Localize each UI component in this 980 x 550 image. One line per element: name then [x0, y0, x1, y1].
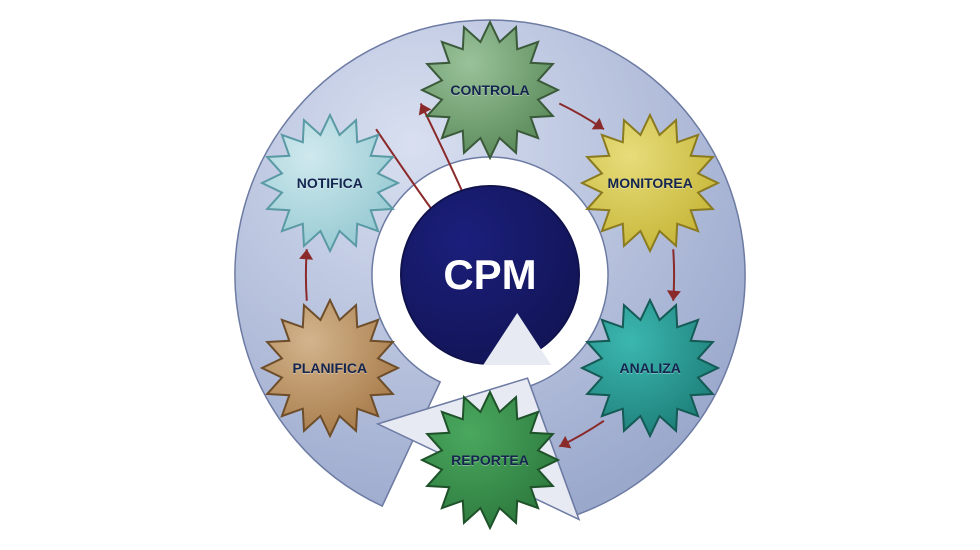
- badge-planifica: PLANIFICA: [260, 298, 400, 438]
- starburst-icon: [580, 113, 720, 253]
- starburst-icon: [260, 298, 400, 438]
- starburst-icon: [580, 298, 720, 438]
- center-notch: [483, 313, 551, 365]
- starburst-icon: [420, 20, 560, 160]
- badge-reportea: REPORTEA: [420, 390, 560, 530]
- center-circle: CPM: [400, 185, 580, 365]
- badge-monitorea: MONITOREA: [580, 113, 720, 253]
- starburst-icon: [420, 390, 560, 530]
- starburst-icon: [260, 113, 400, 253]
- badge-notifica: NOTIFICA: [260, 113, 400, 253]
- badge-controla: CONTROLA: [420, 20, 560, 160]
- badge-analiza: ANALIZA: [580, 298, 720, 438]
- diagram-stage: CPM CONTROLA MONITOREA ANALIZA REPORTEA …: [140, 5, 840, 545]
- center-label: CPM: [443, 251, 536, 299]
